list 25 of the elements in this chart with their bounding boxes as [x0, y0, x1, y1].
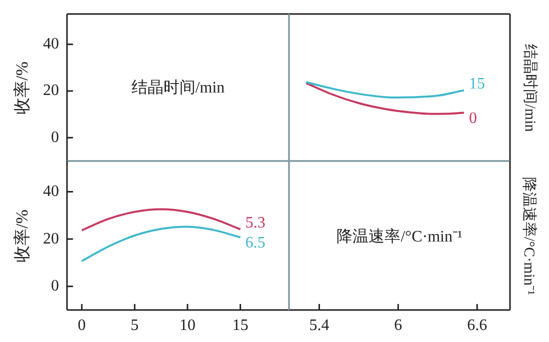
series-label: 6.5 — [245, 234, 266, 252]
y-tick-label: 40 — [43, 36, 59, 53]
y-tick-label: 20 — [43, 230, 59, 248]
x-tick-label: 5.4 — [309, 317, 330, 334]
x-tick-label: 5 — [130, 317, 139, 334]
text: 降温速率/°C·min⁻¹ — [336, 227, 462, 247]
x-tick-label: 6 — [394, 317, 402, 334]
x-tick-label: 10 — [180, 317, 196, 334]
series-label: 5.3 — [245, 214, 266, 232]
legend-title: 结晶时间/min — [520, 44, 539, 132]
legend-title: 降温速率/°C·min⁻¹ — [519, 176, 538, 294]
y-tick-label: 0 — [51, 278, 59, 295]
y-tick-label: 20 — [43, 82, 59, 100]
x-tick-label: 15 — [232, 317, 248, 334]
y-axis-title: 收率/% — [12, 61, 32, 114]
y-tick-label: 40 — [43, 182, 59, 200]
series-label: 0 — [468, 110, 477, 127]
series-label: 15 — [468, 76, 485, 93]
x-tick-label: 6.6 — [467, 317, 488, 334]
y-axis-title: 收率/% — [12, 209, 32, 262]
line-series — [80, 208, 242, 232]
text: 结晶时间/min — [131, 78, 225, 98]
line-series — [80, 226, 242, 262]
x-tick-label: 0 — [78, 317, 86, 334]
y-tick-label: 0 — [51, 128, 59, 146]
